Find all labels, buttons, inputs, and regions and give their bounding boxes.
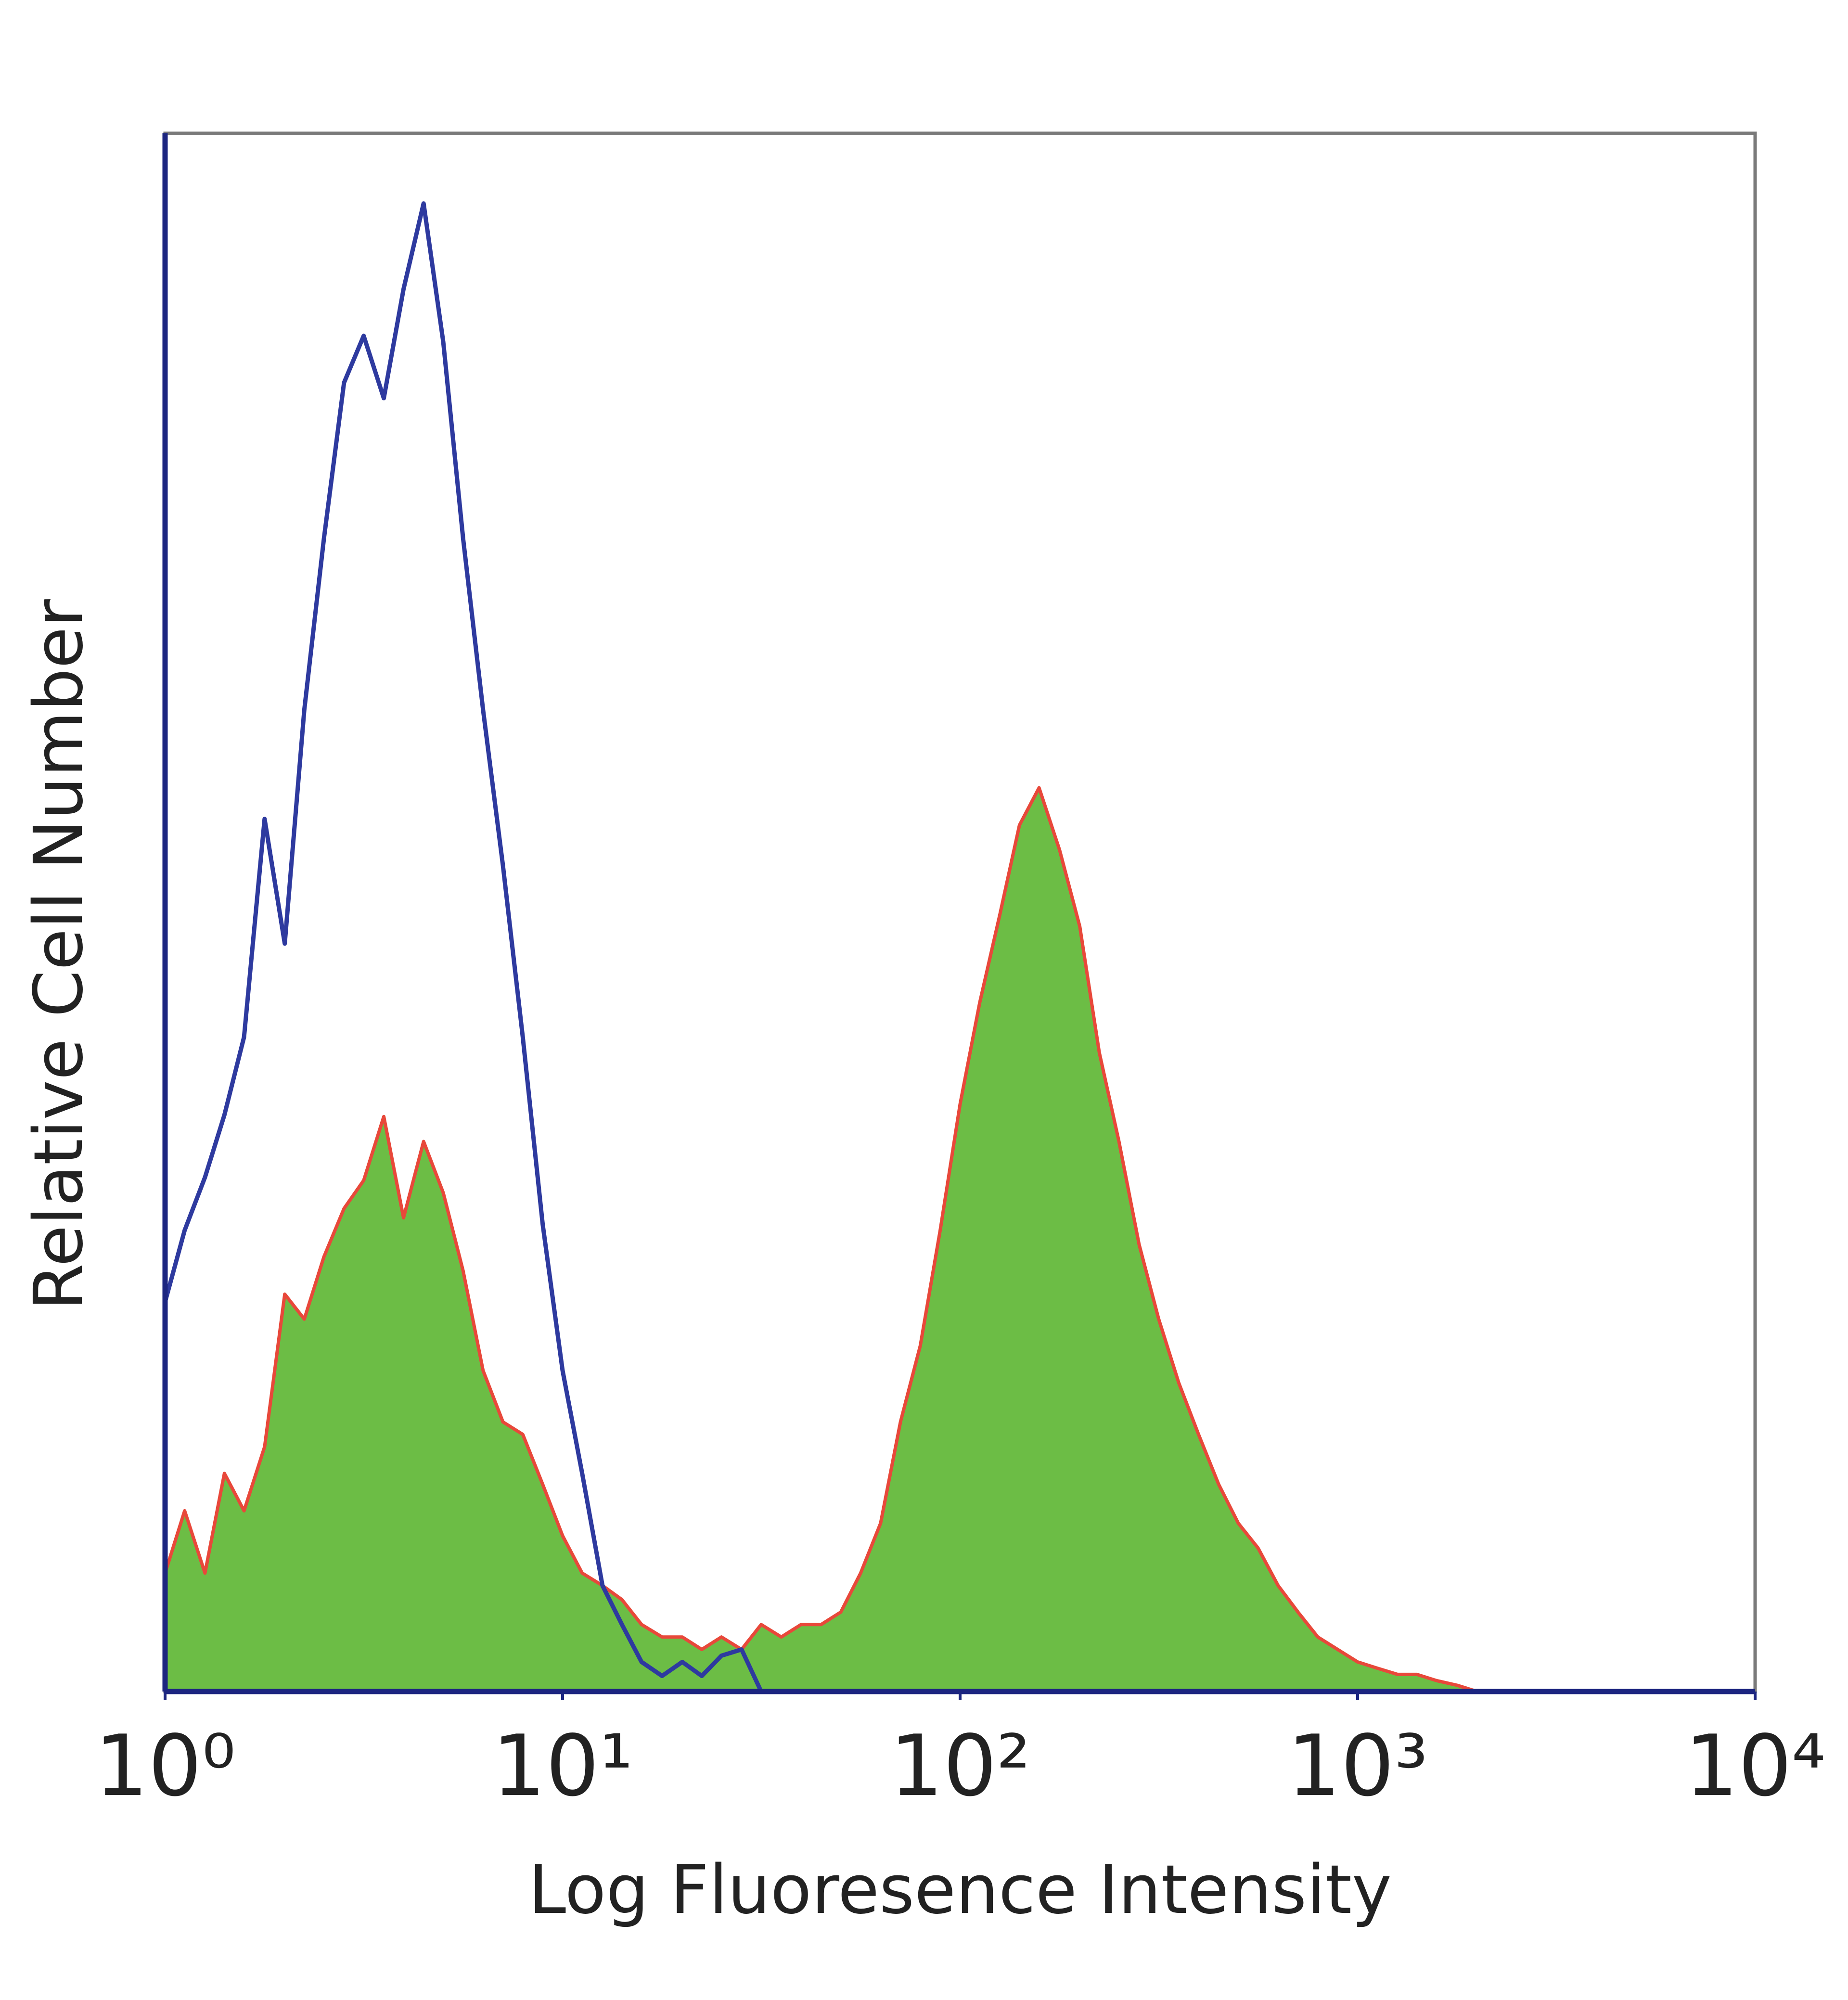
x-tick-label: 10¹ xyxy=(492,1718,633,1815)
x-tick-label: 10³ xyxy=(1287,1718,1428,1815)
x-tick-label: 10⁰ xyxy=(95,1718,236,1815)
x-axis-label: Log Fluoresence Intensity xyxy=(528,1851,1392,1929)
y-axis-label: Relative Cell Number xyxy=(20,599,98,1310)
histogram-area xyxy=(163,786,1558,1693)
x-tick-label: 10² xyxy=(890,1718,1031,1815)
x-tick-label: 10⁴ xyxy=(1685,1718,1826,1815)
